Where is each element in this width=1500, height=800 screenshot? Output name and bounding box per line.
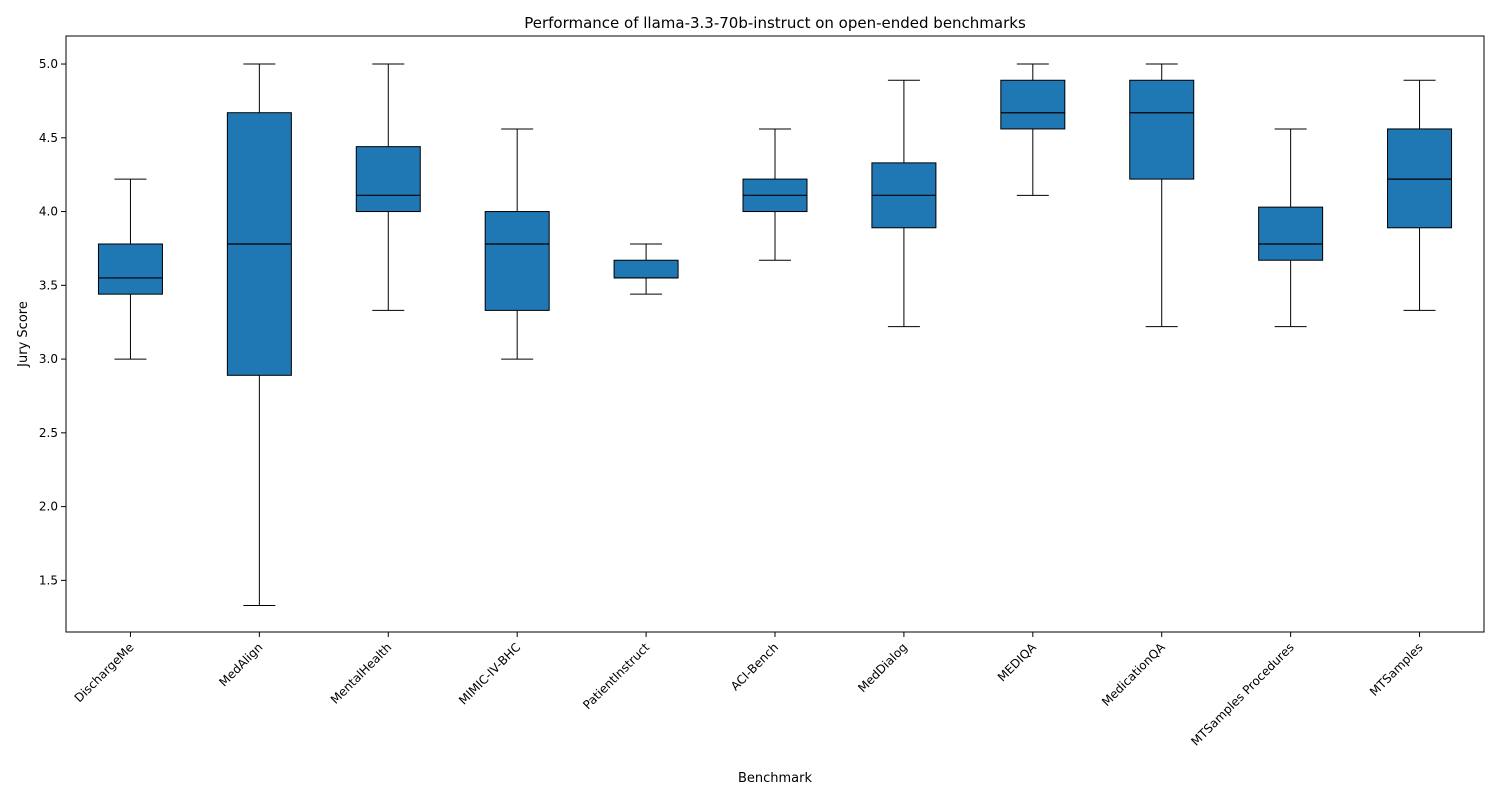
x-tick-label: MTSamples xyxy=(1367,640,1426,699)
box-iqr xyxy=(355,146,421,213)
box-iqr xyxy=(1258,206,1324,261)
box-meddialog xyxy=(871,79,937,328)
y-ticks: 1.5 2.0 2.5 3.0 3.5 4.0 4.5 5.0 xyxy=(39,57,66,587)
y-tick-label: 4.0 xyxy=(39,205,58,219)
box-aci-bench xyxy=(742,128,808,261)
x-tick-label: ACI-Bench xyxy=(728,640,781,693)
box-iqr xyxy=(1387,128,1453,229)
box-iqr xyxy=(613,259,679,279)
x-tick-label: PatientInstruct xyxy=(580,640,652,712)
box-dischargeme xyxy=(97,178,163,360)
x-tick-label: DischargeMe xyxy=(72,640,137,705)
box-medicationqa xyxy=(1129,63,1195,328)
y-tick-label: 4.5 xyxy=(39,131,58,145)
y-tick-label: 2.5 xyxy=(39,426,58,440)
y-tick-label: 2.0 xyxy=(39,500,58,514)
x-axis-label: Benchmark xyxy=(738,771,813,786)
x-ticks: DischargeMe MedAlign MentalHealth MIMIC-IV-… xyxy=(72,632,1426,749)
box-iqr xyxy=(484,211,550,311)
plot-frame xyxy=(65,35,1485,633)
box-mediqa xyxy=(1000,63,1066,196)
box-iqr xyxy=(1129,79,1195,180)
box-patientinstruct xyxy=(613,243,679,295)
x-tick-label: MTSamples Procedures xyxy=(1188,640,1296,748)
y-tick-label: 3.5 xyxy=(39,278,58,292)
box-iqr xyxy=(97,243,163,295)
y-tick-label: 1.5 xyxy=(39,573,58,587)
box-mtsamples xyxy=(1387,79,1453,311)
x-tick-label: MEDIQA xyxy=(995,640,1040,685)
x-tick-label: MIMIC-IV-BHC xyxy=(456,640,523,707)
x-tick-label: MedicationQA xyxy=(1099,640,1168,709)
chart-title: Performance of llama-3.3-70b-instruct on… xyxy=(524,14,1026,32)
y-tick-label: 3.0 xyxy=(39,352,58,366)
y-tick-label: 5.0 xyxy=(39,57,58,71)
x-tick-label: MentalHealth xyxy=(328,640,395,707)
x-tick-label: MedDialog xyxy=(855,640,910,695)
y-axis-label: Jury Score xyxy=(16,301,31,368)
boxes-layer xyxy=(97,63,1453,606)
box-medalign xyxy=(226,63,292,606)
box-iqr xyxy=(1000,79,1066,130)
box-mtsamples-procedures xyxy=(1258,128,1324,328)
box-mentalhealth xyxy=(355,63,421,311)
box-mimic-iv-bhc xyxy=(484,128,550,360)
x-tick-label: MedAlign xyxy=(216,640,265,689)
